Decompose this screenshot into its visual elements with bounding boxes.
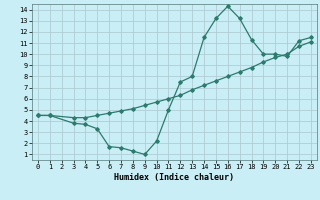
X-axis label: Humidex (Indice chaleur): Humidex (Indice chaleur) <box>115 173 234 182</box>
